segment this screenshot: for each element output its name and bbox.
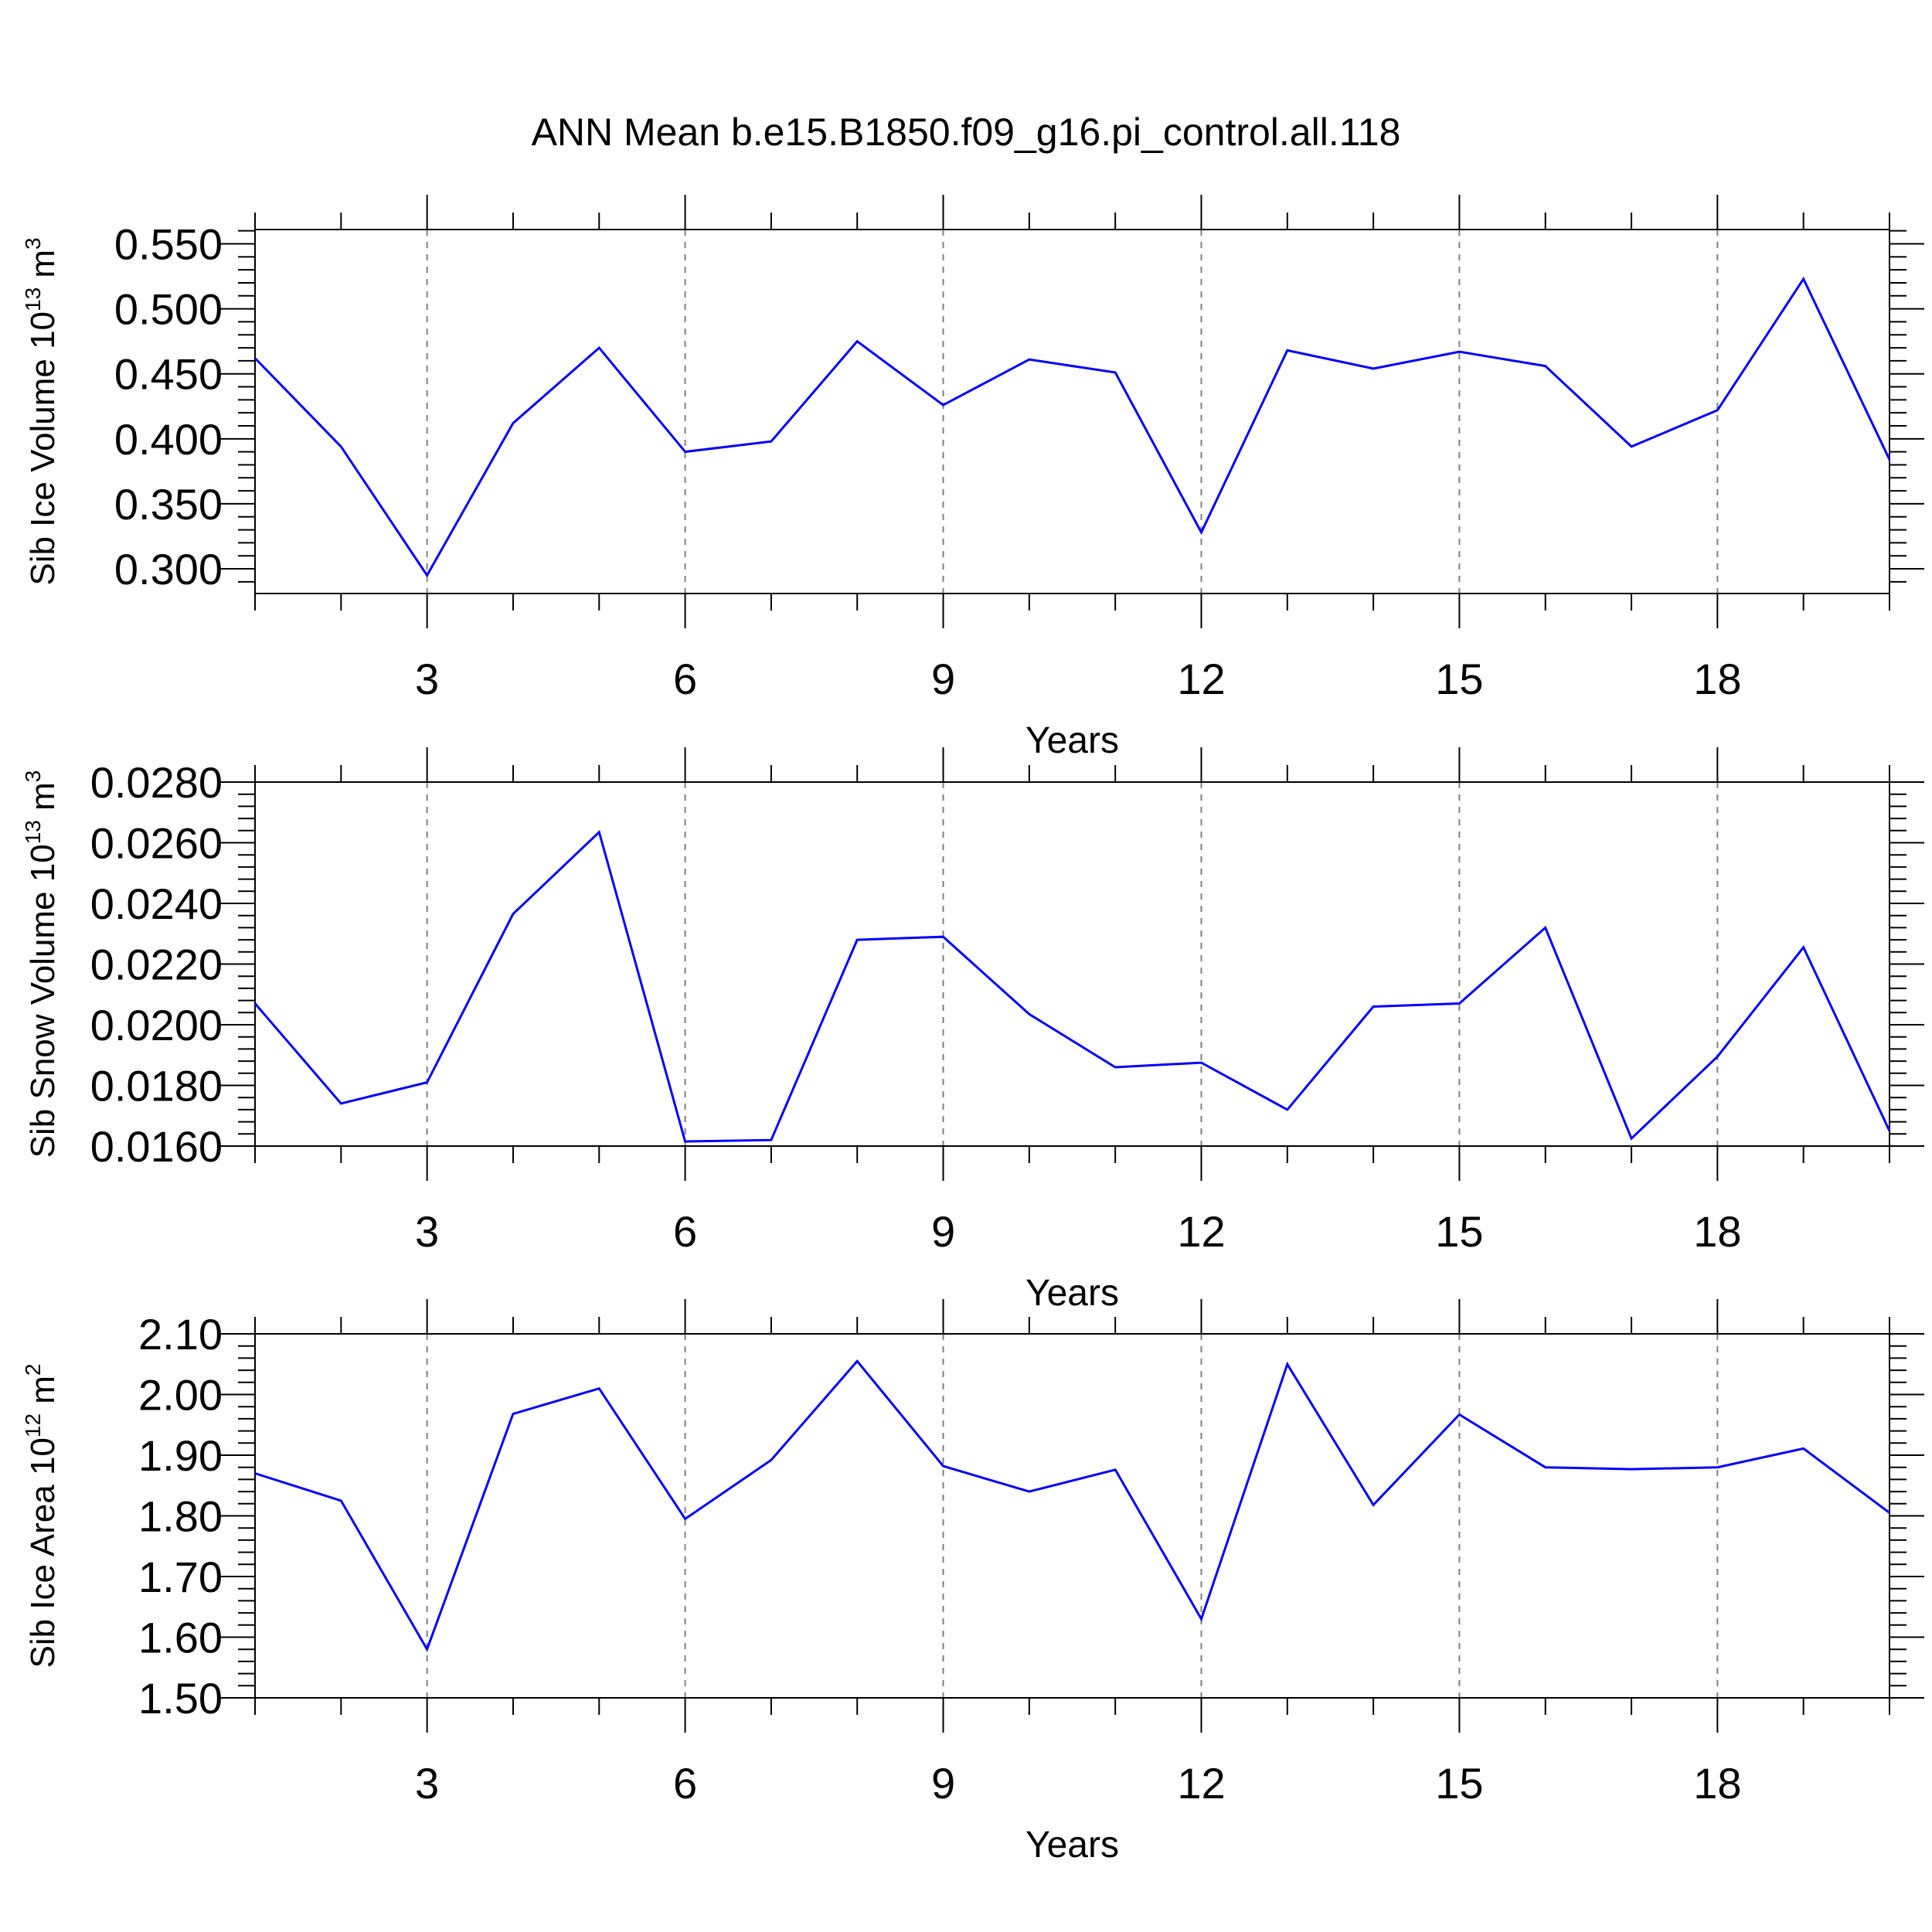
x-tick-label: 18 bbox=[1693, 1207, 1741, 1256]
panel-3: 3 6 9 12 15 18 Years 1.50 1.60 1.70 1.80 1.90 2.00 2.… bbox=[21, 1299, 1924, 1866]
x-tick-label: 6 bbox=[673, 655, 697, 703]
y-axis-label: Sib Snow Volume 1013 m3 bbox=[21, 770, 62, 1158]
plot-frame bbox=[254, 229, 1890, 594]
y-tick-label: 0.500 bbox=[114, 285, 223, 334]
y-axis-label-unit: m bbox=[24, 250, 62, 287]
panel-1: 3 6 9 12 15 18 Years 0.300 0.350 0.400 0.450 0.500 0… bbox=[21, 195, 1924, 761]
y-tick-label: 0.0280 bbox=[90, 758, 223, 807]
y-tick-label: 0.0220 bbox=[90, 940, 223, 989]
x-tick-label: 15 bbox=[1435, 1207, 1483, 1256]
x-tick-label: 6 bbox=[673, 1759, 697, 1808]
x-tick-label: 12 bbox=[1177, 1207, 1225, 1256]
chart-panels: 3 6 9 12 15 18 Years 0.300 0.350 0.400 0.450 0.500 0… bbox=[21, 195, 1924, 1866]
x-tick-label: 18 bbox=[1693, 655, 1741, 703]
y-tick-label: 2.10 bbox=[138, 1310, 223, 1359]
y-tick-label: 2.00 bbox=[138, 1371, 223, 1420]
x-tick-label: 12 bbox=[1177, 1759, 1225, 1808]
x-tick-label: 12 bbox=[1177, 655, 1225, 703]
x-tick-label: 3 bbox=[415, 1759, 439, 1808]
panel-2: 3 6 9 12 15 18 Years 0.0160 0.0180 0.0200 0.0220 0.… bbox=[21, 747, 1924, 1314]
y-tick-label: 1.80 bbox=[138, 1492, 223, 1541]
x-tick-label: 15 bbox=[1435, 655, 1483, 703]
y-tick-label: 1.50 bbox=[138, 1674, 223, 1723]
y-tick-label: 0.0200 bbox=[90, 1001, 223, 1049]
y-axis-label: Sib Ice Area 1012 m2 bbox=[21, 1363, 62, 1668]
y-axis-label-unit: m bbox=[24, 782, 62, 820]
y-axis-label-exponent: 13 bbox=[21, 820, 45, 844]
x-tick-label: 9 bbox=[931, 655, 955, 703]
y-tick-label: 0.300 bbox=[114, 545, 223, 594]
x-axis-label: Years bbox=[1026, 1825, 1119, 1866]
y-tick-label: 1.60 bbox=[138, 1614, 223, 1662]
y-tick-label: 0.550 bbox=[114, 220, 223, 269]
y-tick-label: 0.0240 bbox=[90, 879, 223, 928]
x-tick-label: 9 bbox=[931, 1759, 955, 1808]
y-axis-label-unit-exponent: 2 bbox=[21, 1363, 45, 1376]
x-tick-label: 3 bbox=[415, 1207, 439, 1256]
y-tick-label: 1.70 bbox=[138, 1553, 223, 1601]
plot-frame bbox=[254, 781, 1890, 1147]
x-axis-label: Years bbox=[1026, 1273, 1119, 1314]
y-axis-label-exponent: 12 bbox=[21, 1413, 45, 1437]
series-line bbox=[253, 276, 1891, 578]
x-axis-label: Years bbox=[1026, 720, 1119, 761]
y-tick-label: 0.0180 bbox=[90, 1062, 223, 1111]
y-axis-label-exponent: 13 bbox=[21, 287, 45, 311]
x-tick-label: 3 bbox=[415, 655, 439, 703]
y-axis-label-main: Sib Ice Volume 10 bbox=[24, 311, 62, 586]
series-line bbox=[254, 1359, 1890, 1652]
y-axis-label: Sib Ice Volume 1013 m3 bbox=[21, 237, 62, 585]
chart-title: ANN Mean b.e15.B1850.f09_g16.pi_control.… bbox=[532, 111, 1401, 154]
plot-frame bbox=[254, 1333, 1890, 1699]
x-tick-label: 18 bbox=[1693, 1759, 1741, 1808]
y-axis-label-unit-exponent: 3 bbox=[21, 770, 45, 783]
y-tick-label: 0.350 bbox=[114, 480, 223, 529]
y-axis-label-main: Sib Ice Area 10 bbox=[24, 1437, 62, 1668]
series-line bbox=[253, 829, 1891, 1143]
y-axis-label-unit-exponent: 3 bbox=[21, 237, 45, 250]
y-tick-label: 0.450 bbox=[114, 350, 223, 399]
y-axis-label-main: Sib Snow Volume 10 bbox=[24, 844, 62, 1158]
y-tick-label: 0.400 bbox=[114, 415, 223, 464]
y-tick-label: 0.0260 bbox=[90, 819, 223, 868]
x-tick-label: 6 bbox=[673, 1207, 697, 1256]
y-tick-label: 1.90 bbox=[138, 1431, 223, 1480]
y-tick-label: 0.0160 bbox=[90, 1122, 223, 1171]
y-axis-label-unit: m bbox=[24, 1376, 62, 1413]
x-tick-label: 15 bbox=[1435, 1759, 1483, 1808]
x-tick-label: 9 bbox=[931, 1207, 955, 1256]
